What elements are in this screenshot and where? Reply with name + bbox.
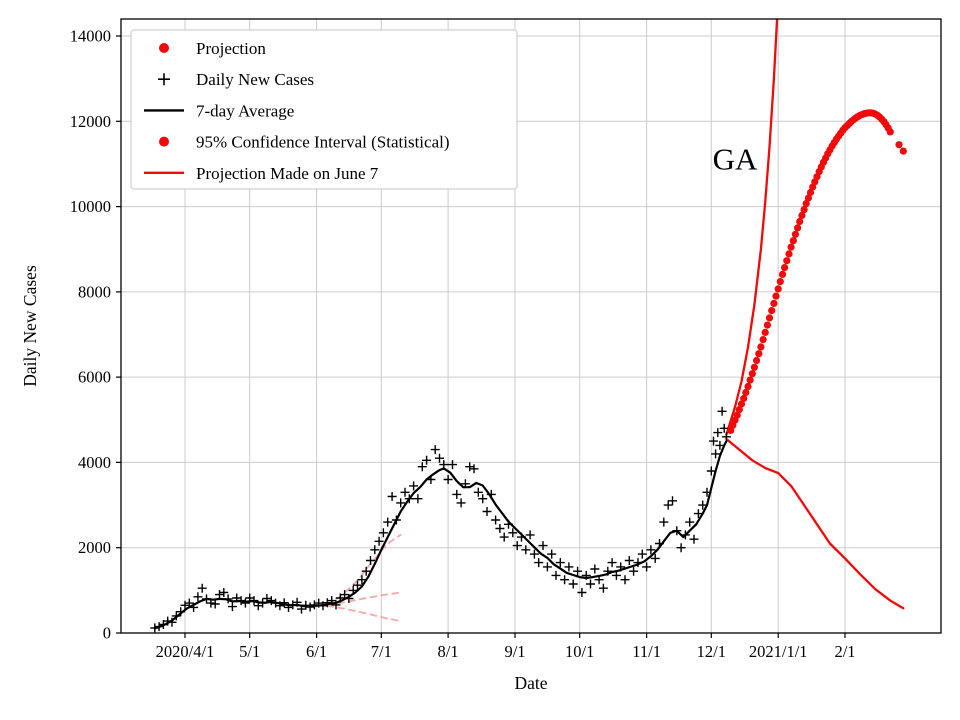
x-tick-label: 7/1 [371, 642, 392, 661]
red-dot-marker-icon [159, 136, 169, 147]
projection-dot [737, 400, 746, 408]
x-tick-label: 10/1 [565, 642, 594, 661]
projection-dot [895, 141, 903, 149]
y-tick-label: 2000 [78, 538, 111, 557]
projection-dot [794, 224, 802, 232]
legend-label: 95% Confidence Interval (Statistical) [196, 133, 450, 152]
x-tick-label: 5/1 [239, 642, 260, 661]
legend-label: Projection Made on June 7 [196, 164, 379, 183]
series-june-7-projection [326, 591, 402, 607]
legend-item-projection: Projection [159, 39, 266, 58]
legend-label: Daily New Cases [196, 70, 314, 89]
y-tick-label: 14000 [70, 27, 111, 46]
projection-dot [763, 321, 772, 329]
projection-dot [759, 336, 767, 344]
x-tick-label: 12/1 [697, 642, 726, 661]
projection-dot [744, 382, 752, 391]
y-tick-label: 10000 [70, 197, 111, 216]
x-axis-label: Date [514, 673, 547, 693]
projection-dot [733, 411, 741, 419]
x-tick-label: 2020/4/1 [156, 642, 215, 661]
y-tick-label: 4000 [78, 453, 111, 472]
projection-dot [785, 250, 793, 258]
projection-dot [787, 243, 795, 251]
projection-dot [806, 188, 815, 197]
projection-dot [746, 376, 754, 384]
projection-dot [789, 237, 797, 245]
projection-dot [796, 217, 804, 226]
x-tick-label: 11/1 [632, 642, 661, 661]
legend-label: Projection [196, 39, 266, 58]
projection-dot [761, 328, 769, 336]
projection-dot [772, 292, 780, 300]
state-annotation: GA [713, 142, 758, 177]
projection-dot [748, 370, 756, 378]
y-tick-label: 6000 [78, 368, 111, 387]
legend-item-projection-made-on-june-7: Projection Made on June 7 [144, 164, 379, 183]
projection-dot [755, 350, 763, 358]
series-june-7-projection-ci-lower [326, 604, 402, 622]
projection-dot [781, 264, 789, 272]
series-june-7-projection-ci-upper [326, 534, 402, 606]
projection-dot [740, 394, 748, 403]
legend: Projection Daily New Cases 7-day Average 95… [130, 29, 518, 190]
projection-dot [750, 363, 759, 371]
projection-dot [742, 388, 750, 397]
projection-dot [899, 147, 907, 155]
legend-item-7-day-average: 7-day Average [144, 101, 294, 120]
series-95-ci-lower [725, 437, 905, 610]
y-tick-label: 12000 [70, 112, 111, 131]
legend-item-daily-new-cases: Daily New Cases [158, 70, 314, 89]
projection-dot [800, 206, 808, 214]
x-tick-label: 9/1 [504, 642, 525, 661]
x-tick-label: 2/1 [834, 642, 855, 661]
projection-dot [791, 230, 800, 238]
y-tick-label: 0 [103, 624, 111, 643]
projection-dot [765, 314, 774, 322]
series-95-ci-upper [725, 19, 779, 436]
plus-marker-icon [158, 73, 170, 86]
series-daily-new-cases [150, 406, 731, 633]
x-tick-label: 8/1 [438, 642, 459, 661]
projection-dot [886, 128, 894, 136]
projection-dot [768, 307, 776, 315]
plot-border [120, 18, 942, 634]
projection-dot [735, 406, 743, 414]
projection-dot [770, 299, 778, 307]
legend-box [130, 29, 518, 190]
y-axis-label: Daily New Cases [20, 265, 40, 387]
red-dot-marker-icon [159, 43, 169, 53]
projection-dot [757, 343, 765, 351]
projection-dot [802, 200, 810, 208]
y-tick-label: 8000 [78, 282, 111, 301]
projection-dot [753, 356, 761, 365]
x-tick-label: 2021/1/1 [749, 642, 808, 661]
annotation-layer: GA [713, 142, 758, 177]
legend-label: 7-day Average [196, 101, 294, 120]
projection-dot [783, 257, 791, 265]
series-layer [150, 19, 907, 633]
x-tick-label: 6/1 [306, 642, 327, 661]
projection-dot [776, 278, 784, 286]
series-projection [727, 109, 907, 434]
projection-dot [804, 194, 813, 202]
projection-dot [778, 270, 787, 278]
axis-layer: 2020/4/1 5/1 6/1 7/1 8/1 9/1 10/1 11/1 12/1 2021/… [70, 18, 942, 661]
projection-dot [798, 211, 806, 220]
projection-dot [774, 285, 782, 293]
legend-item-95-confidence-interval-statistical: 95% Confidence Interval (Statistical) [159, 133, 450, 152]
